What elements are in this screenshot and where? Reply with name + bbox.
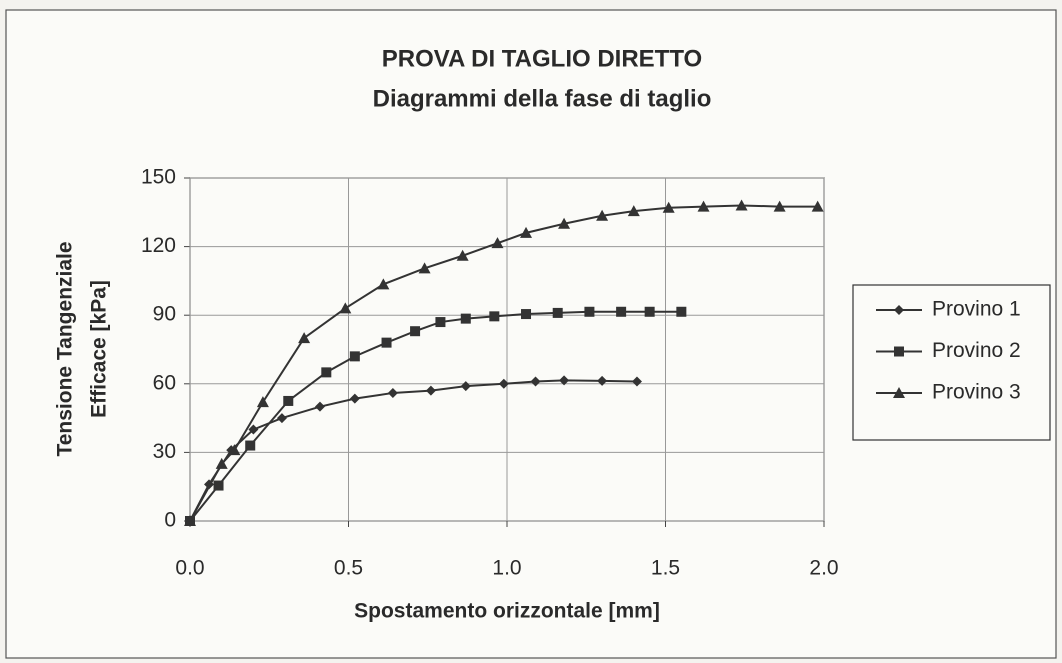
- marker: [184, 515, 196, 526]
- y-tick-label: 60: [153, 371, 176, 394]
- marker: [627, 205, 640, 217]
- marker: [245, 440, 256, 451]
- marker: [349, 393, 360, 404]
- marker: [498, 378, 509, 389]
- marker: [425, 385, 436, 396]
- marker: [773, 200, 786, 212]
- marker: [339, 302, 352, 314]
- y-axis-title: Tensione Tangenziale: [54, 241, 77, 456]
- marker: [213, 480, 224, 491]
- marker: [460, 381, 471, 392]
- y-tick-label: 30: [153, 440, 176, 463]
- marker: [530, 376, 541, 387]
- marker: [387, 387, 398, 398]
- y-axis-title: Efficace [kPa]: [88, 280, 111, 418]
- x-tick-label: 0.5: [334, 557, 363, 580]
- x-tick-label: 1.5: [651, 557, 680, 580]
- marker: [435, 317, 446, 328]
- marker: [381, 337, 392, 348]
- marker: [456, 249, 469, 261]
- marker: [418, 262, 431, 274]
- marker: [559, 375, 570, 386]
- marker: [616, 306, 627, 317]
- marker: [283, 395, 294, 406]
- marker: [631, 376, 642, 387]
- x-axis-title: Spostamento orizzontale [mm]: [354, 600, 660, 623]
- y-tick-label: 150: [141, 166, 176, 189]
- chart-title: PROVA DI TAGLIO DIRETTO: [382, 45, 702, 72]
- marker: [314, 401, 325, 412]
- y-tick-label: 90: [153, 303, 176, 326]
- marker: [460, 313, 471, 324]
- marker: [248, 424, 259, 435]
- marker: [521, 309, 532, 320]
- marker: [558, 217, 571, 229]
- marker: [377, 278, 390, 290]
- x-tick-label: 2.0: [809, 557, 838, 580]
- marker: [697, 200, 710, 212]
- marker: [228, 444, 241, 456]
- marker: [298, 332, 311, 344]
- legend-label: Provino 3: [932, 381, 1021, 404]
- legend-marker: [893, 387, 905, 398]
- marker: [552, 307, 563, 318]
- marker: [662, 201, 675, 213]
- marker: [597, 375, 608, 386]
- legend-label: Provino 2: [932, 339, 1021, 362]
- marker: [491, 237, 504, 249]
- y-tick-label: 120: [141, 234, 176, 257]
- marker: [215, 457, 228, 469]
- marker: [321, 367, 332, 378]
- marker: [596, 209, 609, 221]
- x-tick-label: 0.0: [175, 557, 204, 580]
- marker: [584, 306, 595, 317]
- x-tick-label: 1.0: [492, 557, 521, 580]
- legend-label: Provino 1: [932, 298, 1021, 321]
- marker: [276, 413, 287, 424]
- legend-marker: [894, 346, 904, 357]
- marker: [349, 351, 360, 362]
- marker: [256, 396, 269, 408]
- legend-marker: [894, 305, 904, 315]
- y-tick-label: 0: [164, 509, 176, 532]
- marker: [520, 226, 533, 238]
- chart-subtitle: Diagrammi della fase di taglio: [373, 85, 712, 112]
- marker: [489, 311, 500, 322]
- marker: [410, 326, 421, 337]
- marker: [676, 306, 687, 317]
- marker: [735, 199, 748, 211]
- marker: [644, 306, 655, 317]
- marker: [811, 200, 824, 212]
